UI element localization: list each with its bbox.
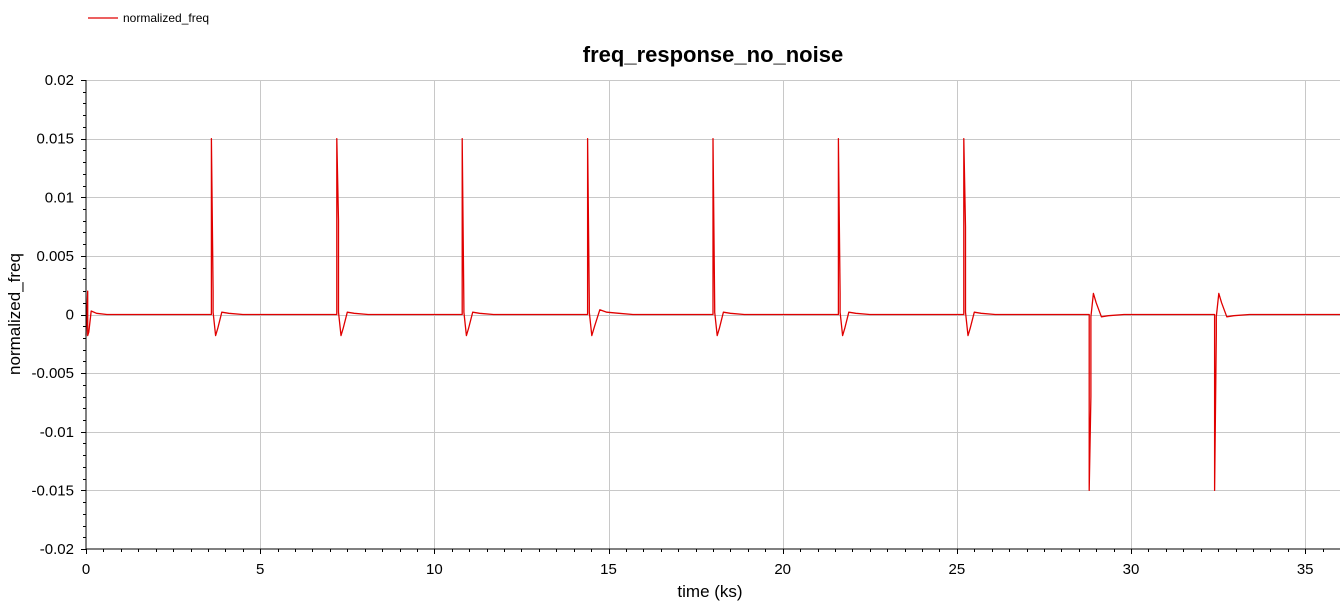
y-tick-label: 0.005	[36, 248, 74, 265]
chart-title: freq_response_no_noise	[583, 42, 843, 67]
y-tick-labels: 0.02 0.015 0.01 0.005 0 -0.005 -0.01 -0.015 -0.0…	[31, 72, 74, 558]
legend: normalized_freq	[88, 11, 209, 25]
legend-label: normalized_freq	[123, 11, 209, 25]
y-tick-label: 0.01	[45, 189, 74, 206]
y-axis-label: normalized_freq	[5, 253, 24, 375]
axes	[85, 80, 1340, 550]
series-line-normalized-freq	[85, 137, 1340, 492]
plot-series	[85, 137, 1340, 492]
x-axis-label: time (ks)	[677, 582, 742, 601]
x-tick-label: 5	[256, 561, 264, 578]
x-tick-label: 25	[948, 561, 965, 578]
minor-ticks	[81, 80, 1324, 554]
y-tick-label: -0.015	[31, 482, 74, 499]
y-tick-label: 0.015	[36, 131, 74, 148]
y-tick-label: -0.02	[40, 541, 74, 558]
x-tick-label: 10	[426, 561, 443, 578]
y-tick-label: 0.02	[45, 72, 74, 89]
x-tick-label: 0	[82, 561, 90, 578]
x-tick-labels: 0 5 10 15 20 25 30 35	[82, 561, 1314, 578]
y-tick-label: -0.01	[40, 424, 74, 441]
y-tick-label: 0	[66, 307, 74, 324]
y-tick-label: -0.005	[31, 365, 74, 382]
x-tick-label: 20	[774, 561, 791, 578]
x-tick-label: 30	[1123, 561, 1140, 578]
x-tick-label: 35	[1297, 561, 1314, 578]
x-tick-label: 15	[600, 561, 617, 578]
